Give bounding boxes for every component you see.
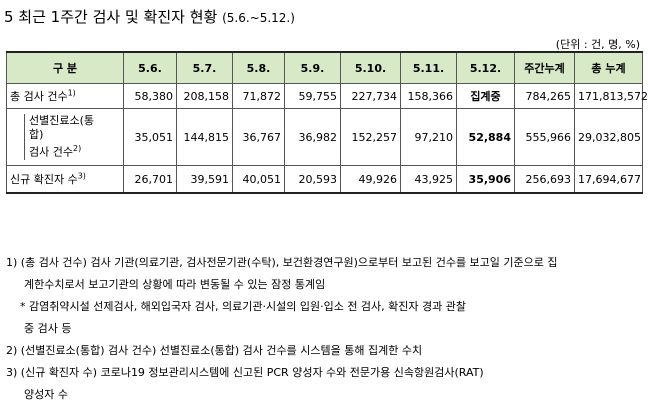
footnote-1-star: * 감염취약시설 선제검사, 해외입국자 검사, 의료기관·시설의 입원·입소 … bbox=[20, 300, 467, 313]
header-weekly-total: 주간누계 bbox=[514, 51, 575, 84]
unit-label: (단위 : 건, 명, %) bbox=[555, 38, 640, 51]
header-date: 5.12. bbox=[456, 51, 515, 84]
row-label: 선별진료소(통 합) 검사 건수2) bbox=[6, 108, 124, 166]
section-title: 5 최근 1주간 검사 및 확진자 현황 (5.6.~5.12.) bbox=[4, 6, 295, 27]
table-cell: 256,693 bbox=[514, 165, 575, 194]
header-date: 5.11. bbox=[400, 51, 457, 84]
table-cell: 52,884 bbox=[456, 108, 515, 166]
table-cell: 97,210 bbox=[400, 108, 457, 166]
footnote-3: 3) (신규 확진자 수) 코로나19 정보관리시스템에 신고된 PCR 양성자… bbox=[6, 366, 484, 379]
table-cell: 158,366 bbox=[400, 83, 457, 109]
table-row: 선별진료소(통 합) 검사 건수2) 35,051 144,815 36,767… bbox=[6, 108, 643, 166]
table-cell: 58,380 bbox=[123, 83, 177, 109]
table-cell: 171,813,572 bbox=[574, 83, 648, 109]
footnotes: 1) (총 검사 건수) 검사 기관(의료기관, 검사전문기관(수탁), 보건환… bbox=[6, 252, 644, 406]
table-cell: 59,755 bbox=[284, 83, 341, 109]
header-date: 5.6. bbox=[123, 51, 177, 84]
footnote-1: 1) (총 검사 건수) 검사 기관(의료기관, 검사전문기관(수탁), 보건환… bbox=[6, 256, 558, 269]
row-label: 신규 확진자 수3) bbox=[6, 165, 124, 194]
header-date: 5.7. bbox=[176, 51, 233, 84]
table-cell: 43,925 bbox=[400, 165, 457, 194]
header-category: 구 분 bbox=[6, 51, 124, 84]
table-cell: 35,906 bbox=[456, 165, 515, 194]
footnote-1-star-cont: 중 검사 등 bbox=[24, 322, 72, 335]
table-cell: 20,593 bbox=[284, 165, 341, 194]
table-cell: 227,734 bbox=[340, 83, 401, 109]
title-range: (5.6.~5.12.) bbox=[222, 11, 295, 25]
header-date: 5.10. bbox=[340, 51, 401, 84]
stats-table: 구 분 5.6. 5.7. 5.8. 5.9. 5.10. 5.11. 5.12… bbox=[6, 51, 648, 194]
footnote-3-cont: 양성자 수 bbox=[24, 388, 68, 401]
table-row: 총 검사 건수1) 58,380 208,158 71,872 59,755 2… bbox=[6, 83, 648, 109]
table-header-row: 구 분 5.6. 5.7. 5.8. 5.9. 5.10. 5.11. 5.12… bbox=[6, 51, 643, 84]
table-cell: 36,982 bbox=[284, 108, 341, 166]
table-cell: 35,051 bbox=[123, 108, 177, 166]
footnote-1-cont: 계한수치로서 보고기관의 상황에 따라 변동될 수 있는 잠정 통계임 bbox=[24, 278, 326, 291]
table-cell: 39,591 bbox=[176, 165, 233, 194]
table-cell: 17,694,677 bbox=[574, 165, 643, 194]
table-cell: 40,051 bbox=[232, 165, 285, 194]
table-cell: 784,265 bbox=[514, 83, 575, 109]
header-date: 5.8. bbox=[232, 51, 285, 84]
table-cell: 555,966 bbox=[514, 108, 575, 166]
table-cell: 152,257 bbox=[340, 108, 401, 166]
header-date: 5.9. bbox=[284, 51, 341, 84]
table-cell: 36,767 bbox=[232, 108, 285, 166]
header-grand-total: 총 누계 bbox=[574, 51, 643, 84]
table-cell: 71,872 bbox=[232, 83, 285, 109]
table-row: 신규 확진자 수3) 26,701 39,591 40,051 20,593 4… bbox=[6, 165, 643, 194]
table-cell: 208,158 bbox=[176, 83, 233, 109]
footnote-2: 2) (선별진료소(통합) 검사 건수) 선별진료소(통합) 검사 건수를 시스… bbox=[6, 344, 423, 357]
title-main: 5 최근 1주간 검사 및 확진자 현황 bbox=[4, 8, 218, 26]
row-label: 총 검사 건수1) bbox=[6, 83, 124, 109]
table-cell: 26,701 bbox=[123, 165, 177, 194]
table-cell: 49,926 bbox=[340, 165, 401, 194]
table-cell: 144,815 bbox=[176, 108, 233, 166]
table-cell: 29,032,805 bbox=[574, 108, 643, 166]
table-cell: 집계중 bbox=[456, 83, 515, 109]
